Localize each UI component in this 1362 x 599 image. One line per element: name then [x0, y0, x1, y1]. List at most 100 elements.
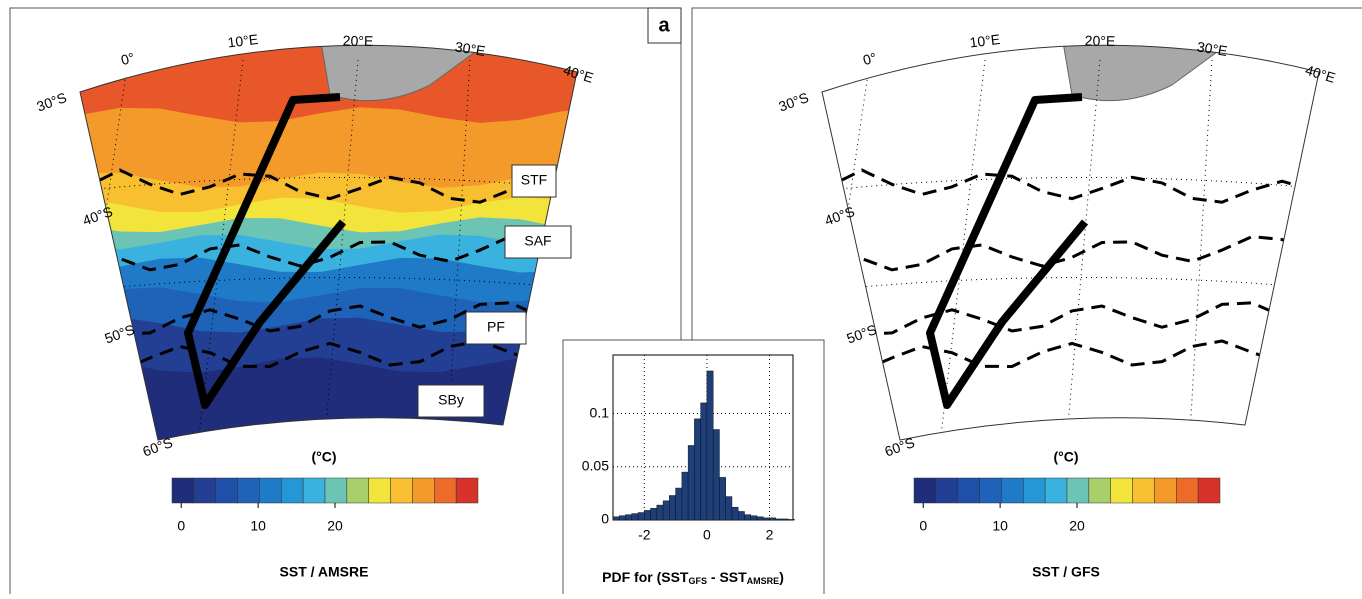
colorbar-cell [259, 477, 282, 504]
lat-label: 50°S [102, 321, 136, 346]
meridian [1065, 59, 1101, 441]
front-label-box [504, 225, 572, 259]
bar [712, 429, 720, 521]
bar [763, 517, 770, 521]
bar [750, 515, 758, 521]
colorbar-cell [1110, 477, 1133, 504]
lon-label: 0° [861, 49, 878, 68]
bar [687, 445, 695, 521]
bar [625, 514, 633, 521]
front-label-box [465, 311, 527, 345]
inset-title-part: AMSRE [747, 576, 780, 586]
colorbar-cell [346, 477, 369, 504]
bar [681, 471, 689, 521]
bar [612, 516, 620, 521]
x-tick-label: 2 [766, 527, 774, 543]
panel-title: SST / GFS [1032, 564, 1100, 580]
x-tick-label: 0 [703, 527, 711, 543]
sst-band [80, 107, 577, 190]
bar [619, 515, 626, 521]
lat-label: 60°S [882, 434, 916, 459]
front-label: SBy [438, 392, 464, 408]
meridian [822, 59, 871, 441]
bar [719, 477, 726, 521]
lon-label: 20°E [1085, 32, 1116, 49]
colorbar-tick-label: 10 [992, 518, 1008, 534]
map-outline [79, 44, 578, 441]
parallel [80, 277, 577, 301]
colorbar-cell [1154, 477, 1177, 504]
bar [706, 370, 714, 521]
colorbar-cell [412, 477, 435, 504]
inset-title-part: PDF for (SST [602, 569, 689, 585]
x-tick-label: -2 [638, 527, 651, 543]
colorbar-cell [390, 477, 413, 504]
meridian [80, 59, 129, 441]
y-tick-label: 0.05 [582, 457, 609, 473]
front-line [841, 235, 1319, 272]
colorbar-cell [913, 477, 937, 504]
bar [662, 500, 670, 521]
colorbar-cell [1197, 477, 1221, 504]
front-label-box [511, 164, 557, 198]
meridian [1188, 59, 1213, 441]
meridian [938, 59, 986, 441]
panel-letter: a [658, 14, 670, 36]
colorbar-cell [1088, 477, 1111, 504]
lat-label: 30°S [34, 89, 68, 114]
colorbar-cell [1001, 477, 1024, 504]
inset-title: PDF for (SSTGFS - SSTAMSRE) [602, 569, 784, 587]
lon-label: 30°E [454, 38, 487, 59]
bar [725, 496, 733, 521]
lat-label: 50°S [844, 321, 878, 346]
lon-label: 10°E [227, 31, 259, 51]
bar [631, 513, 639, 521]
front-line [841, 301, 1319, 336]
inset-title-part: GFS [688, 576, 707, 586]
colorbar-cell [368, 477, 391, 504]
bar [781, 518, 789, 521]
bar [788, 519, 795, 521]
map-background [822, 45, 1319, 441]
parallel [822, 177, 1319, 201]
meridian [323, 59, 359, 441]
colorbar-cell [302, 477, 326, 504]
colorbar-cell [455, 477, 479, 504]
bar [675, 487, 683, 521]
meridian [196, 59, 244, 441]
y-tick-label: 0 [601, 511, 609, 527]
colorbar-cell [193, 477, 216, 504]
panel-frame [691, 7, 1362, 599]
bar [731, 506, 739, 521]
ship-track [926, 93, 1089, 409]
bar [669, 495, 676, 521]
colorbar-tick-label: 20 [327, 518, 343, 534]
bar [694, 418, 701, 521]
colorbar-cell [434, 477, 457, 504]
bar [737, 511, 745, 521]
ship-track [184, 93, 347, 409]
colorbar-cell [237, 477, 260, 504]
colorbar-unit: (°C) [1053, 449, 1078, 465]
parallel [822, 277, 1319, 301]
lon-label: 0° [119, 49, 136, 68]
colorbar-cell [957, 477, 980, 504]
colorbar-cell [281, 477, 304, 504]
inset-title-part: ) [779, 569, 784, 585]
bar [756, 516, 764, 521]
colorbar-tick-label: 0 [177, 518, 185, 534]
bar [700, 402, 708, 521]
colorbar-tick-label: 10 [250, 518, 266, 534]
colorbar-cell [215, 477, 238, 504]
front-line [841, 339, 1319, 373]
bar [650, 508, 658, 521]
bar [769, 517, 777, 521]
colorbar-cell [1044, 477, 1068, 504]
panel-title: SST / AMSRE [280, 564, 369, 580]
colorbar-cell [1132, 477, 1155, 504]
colorbar-cell [324, 477, 348, 504]
map-outline [821, 44, 1320, 441]
colorbar-cell [1176, 477, 1199, 504]
front-label: SAF [524, 233, 551, 249]
lon-label: 10°E [969, 31, 1001, 51]
